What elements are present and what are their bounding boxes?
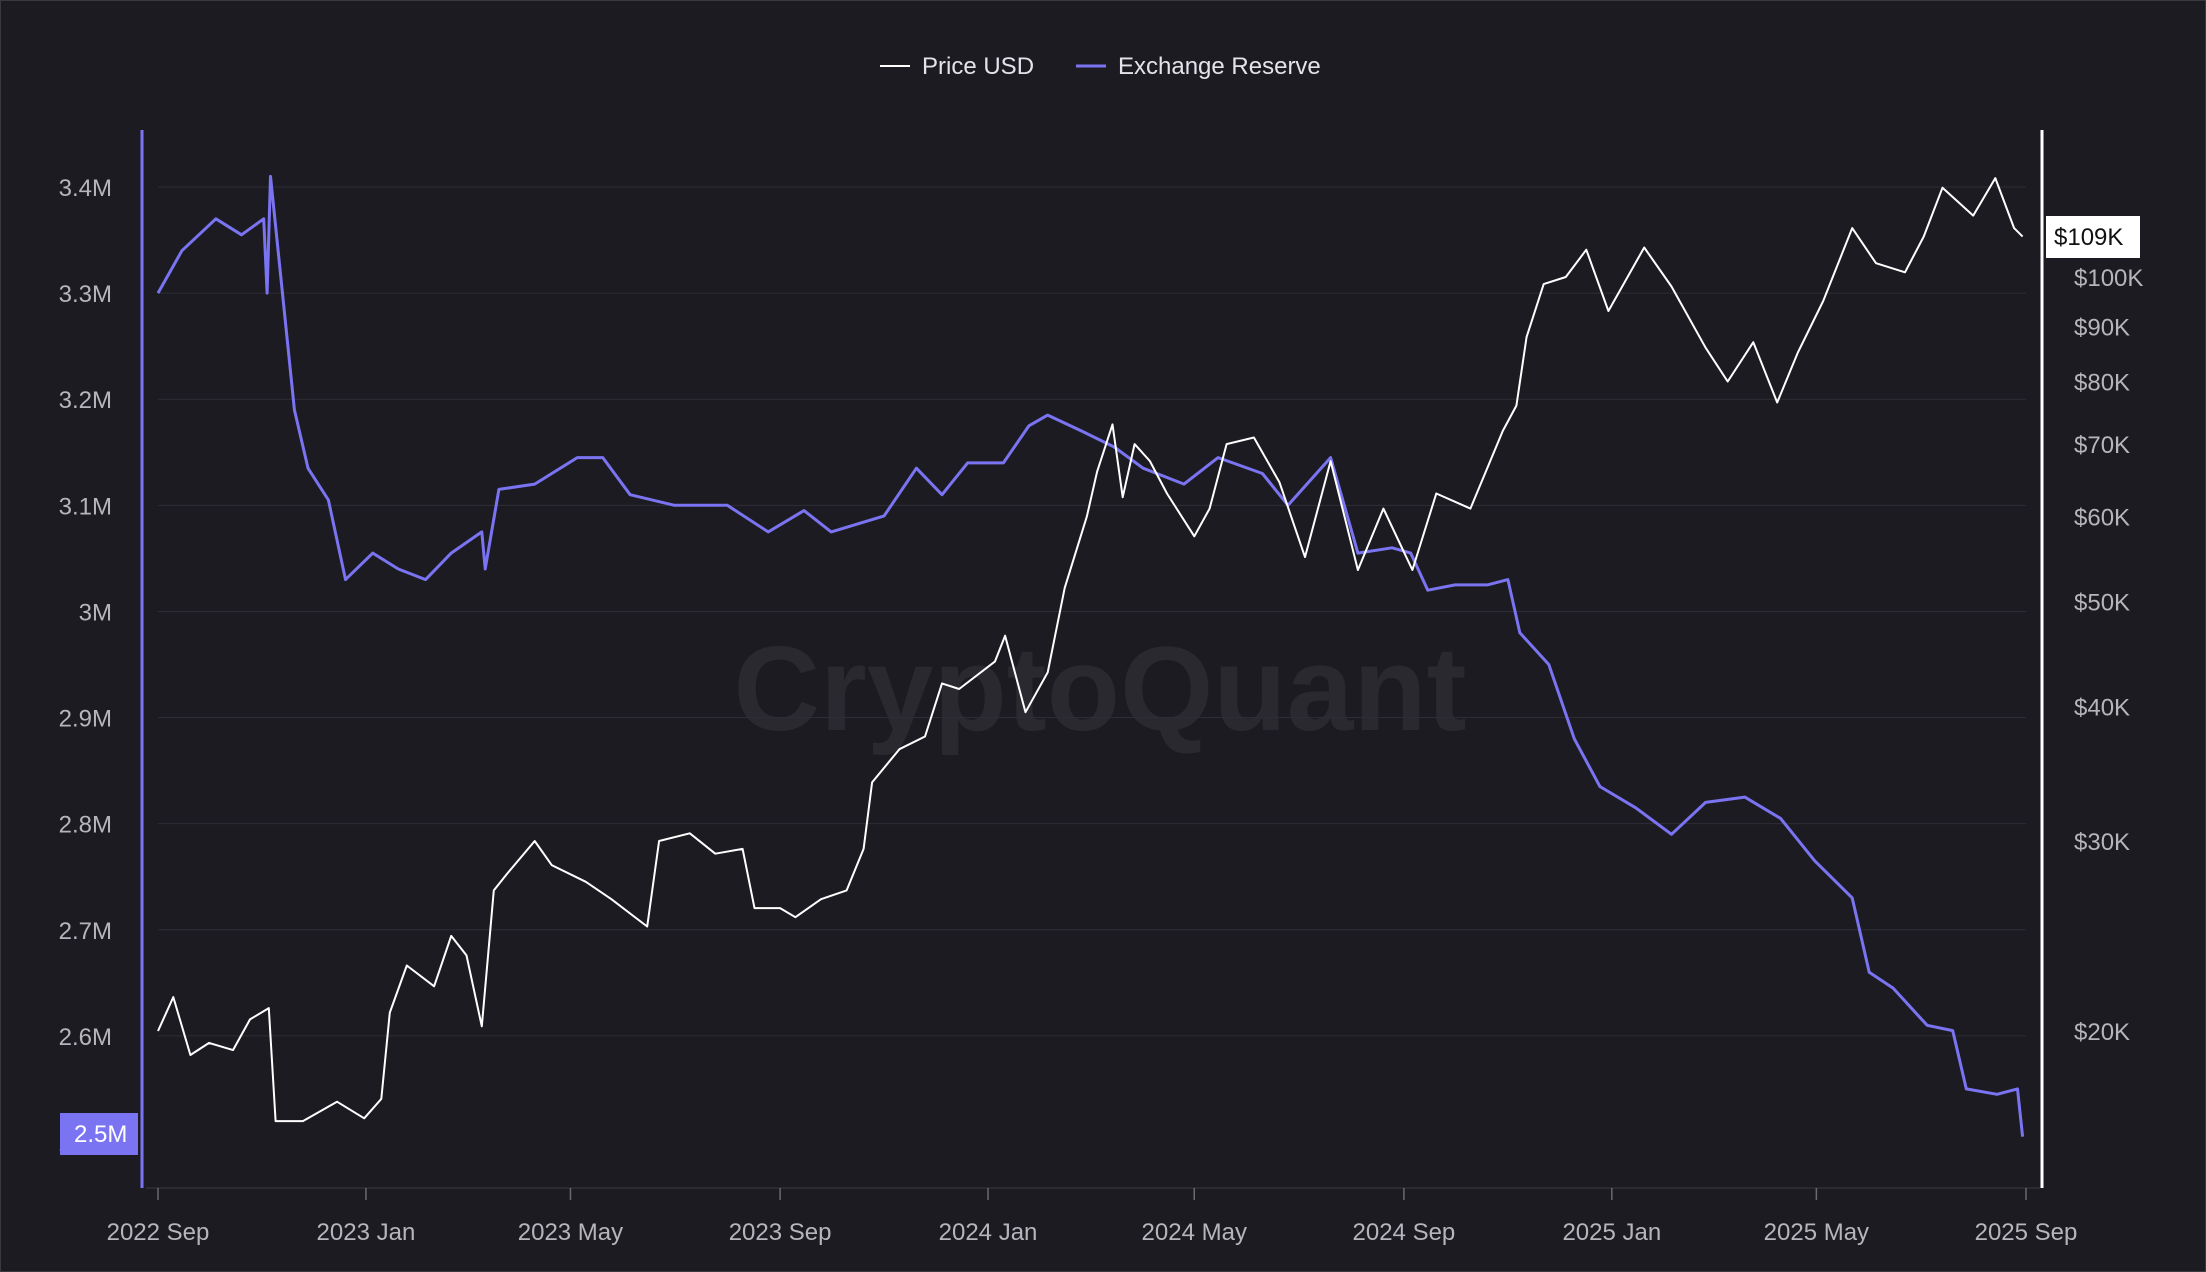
- right-tick-label: $50K: [2074, 590, 2130, 617]
- left-tick-label: 3.1M: [59, 493, 112, 520]
- right-tick-label: $80K: [2074, 370, 2130, 397]
- right-tick-label: $70K: [2074, 432, 2130, 459]
- left-tick-label: 3.3M: [59, 281, 112, 308]
- right-tick-label: $90K: [2074, 314, 2130, 341]
- left-tick-label: 2.8M: [59, 812, 112, 839]
- left-tick-label: 2.9M: [59, 706, 112, 733]
- x-axis: 2022 Sep 2023 Jan 2023 May 2023 Sep 2024 Jan…: [107, 1187, 2078, 1246]
- x-tick-label: 2024 Jan: [939, 1219, 1038, 1246]
- left-tick-label: 2.6M: [59, 1024, 112, 1051]
- legend-label-reserve: Exchange Reserve: [1118, 53, 1321, 80]
- x-tick-label: 2023 Sep: [729, 1219, 832, 1246]
- series-line-price-usd: [157, 177, 2024, 1123]
- left-current-value-badge: 2.5M: [60, 1113, 138, 1155]
- x-tick-label: 2023 Jan: [317, 1219, 416, 1246]
- x-tick-label: 2024 Sep: [1353, 1219, 1456, 1246]
- left-tick-label: 3M: [79, 599, 112, 626]
- series-line-exchange-reserve: [156, 174, 2025, 1137]
- x-tick-label: 2022 Sep: [107, 1219, 210, 1246]
- x-tick-label: 2025 Sep: [1975, 1219, 2078, 1246]
- right-tick-label: $30K: [2074, 829, 2130, 856]
- legend-item-reserve[interactable]: Exchange Reserve: [1076, 53, 1321, 80]
- gridlines: [158, 186, 2026, 1037]
- legend[interactable]: Price USD Exchange Reserve: [880, 53, 1321, 80]
- right-badge-label: $109K: [2054, 224, 2123, 251]
- right-current-value-badge: $109K: [2046, 216, 2140, 258]
- right-tick-label: $60K: [2074, 504, 2130, 531]
- left-tick-label: 2.7M: [59, 918, 112, 945]
- legend-item-price[interactable]: Price USD: [880, 53, 1034, 80]
- x-tick-label: 2025 Jan: [1562, 1219, 1661, 1246]
- right-tick-label: $100K: [2074, 265, 2143, 292]
- left-tick-label: 3.2M: [59, 387, 112, 414]
- legend-label-price: Price USD: [922, 53, 1034, 80]
- right-badge-bg: [2046, 216, 2140, 258]
- x-tick-label: 2024 May: [1142, 1219, 1247, 1246]
- left-tick-label: 3.4M: [59, 175, 112, 202]
- right-tick-label: $20K: [2074, 1019, 2130, 1046]
- right-axis: $20K $30K $40K $50K $60K $70K $80K $90K $100K: [2040, 130, 2143, 1188]
- right-tick-label: $40K: [2074, 694, 2130, 721]
- x-tick-label: 2025 May: [1764, 1219, 1869, 1246]
- left-badge-label: 2.5M: [74, 1121, 127, 1148]
- x-tick-label: 2023 May: [518, 1219, 623, 1246]
- left-badge-bg: [60, 1113, 138, 1155]
- watermark: CryptoQuant: [733, 622, 1466, 756]
